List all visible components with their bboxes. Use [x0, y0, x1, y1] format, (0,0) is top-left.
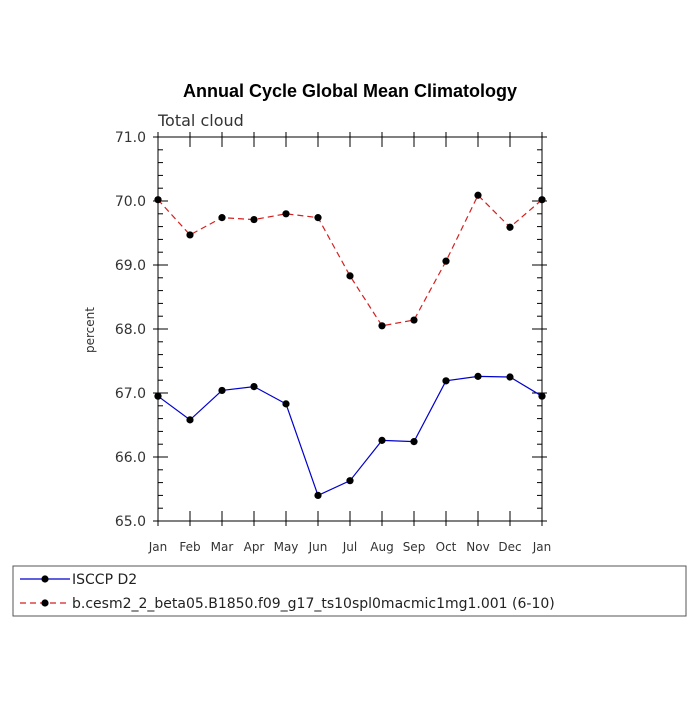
x-tick-label: Jan	[532, 540, 552, 554]
series-2-point	[378, 322, 386, 330]
series-1-point	[410, 438, 418, 446]
x-tick-label: Apr	[244, 540, 265, 554]
series-1-point	[506, 373, 514, 381]
series-1-point	[314, 491, 322, 499]
series-2-point	[154, 196, 162, 204]
x-tick-label: Jun	[308, 540, 328, 554]
y-tick-label: 71.0	[115, 130, 146, 146]
legend-label-1: ISCCP D2	[72, 572, 137, 588]
legend-label-2: b.cesm2_2_beta05.B1850.f09_g17_ts10spl0m…	[72, 596, 555, 612]
series-2-point	[250, 215, 258, 224]
series-2-point	[538, 196, 546, 204]
y-tick-label: 66.0	[115, 450, 146, 466]
series-1-point	[474, 372, 482, 380]
series-1-point	[282, 400, 290, 408]
x-tick-label: Jan	[148, 540, 168, 554]
chart-subtitle: Total cloud	[157, 111, 244, 130]
series-2-point	[218, 214, 226, 222]
x-tick-label: Sep	[403, 540, 426, 554]
plot-frame	[157, 136, 543, 522]
series-2-point	[346, 272, 354, 280]
series-1-point	[218, 386, 226, 395]
series-2-point	[314, 214, 322, 222]
series-2-point	[186, 231, 194, 239]
series-2-point	[506, 223, 514, 231]
series-line-2	[157, 194, 543, 327]
series-2-point	[474, 191, 482, 199]
series-2-point	[410, 316, 418, 324]
series-1-point	[186, 416, 194, 424]
legend: ISCCP D2 b.cesm2_2_beta05.B1850.f09_g17_t…	[20, 572, 555, 612]
x-tick-label: Nov	[466, 540, 489, 554]
series-1-point	[538, 392, 546, 400]
legend-box	[12, 565, 687, 617]
y-tick-label: 70.0	[115, 194, 146, 210]
legend-marker-2	[41, 599, 49, 607]
x-tick-label: Mar	[211, 540, 234, 554]
series-1-point	[250, 383, 258, 391]
x-tick-label: Feb	[179, 540, 200, 554]
legend-marker-1	[41, 575, 49, 583]
series-1-point	[378, 436, 386, 444]
axis-ticks	[153, 132, 547, 526]
y-tick-labels: 65.0 66.0 67.0 68.0 69.0 70.0 71.0	[115, 130, 146, 530]
y-tick-label: 65.0	[115, 514, 146, 530]
x-tick-label: Jul	[342, 540, 357, 554]
series-2-point	[442, 257, 450, 265]
series-1-point	[346, 477, 354, 485]
x-tick-label: May	[274, 540, 299, 554]
y-tick-label: 69.0	[115, 258, 146, 274]
chart-title: Annual Cycle Global Mean Climatology	[183, 81, 517, 101]
y-axis-label: percent	[83, 307, 97, 353]
series-1-point	[154, 392, 162, 400]
x-tick-labels: Jan Feb Mar Apr May Jun Jul Aug Sep Oct Nov Dec Jan	[148, 540, 552, 554]
series-2-point	[282, 210, 290, 218]
series-1-point	[442, 377, 450, 385]
y-tick-label: 68.0	[115, 322, 146, 338]
series-layer	[154, 191, 546, 499]
x-tick-label: Aug	[370, 540, 393, 554]
y-tick-label: 67.0	[115, 386, 146, 402]
x-tick-label: Dec	[498, 540, 521, 554]
x-tick-label: Oct	[436, 540, 457, 554]
